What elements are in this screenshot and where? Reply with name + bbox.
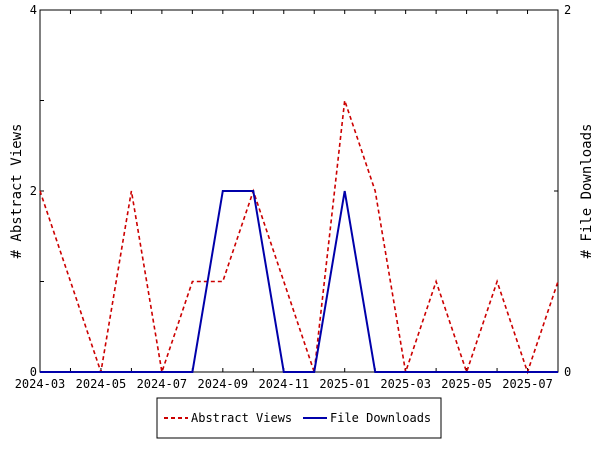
y-tick-label: 0	[30, 365, 37, 379]
y-axis-label: # Abstract Views	[9, 124, 25, 259]
x-tick-label: 2025-05	[441, 377, 492, 391]
legend-label-abstract-views: Abstract Views	[191, 411, 292, 425]
plot-frame	[39, 9, 559, 373]
x-axis: 2024-03 2024-05 2024-07 2024-09 2024-11 2025-…	[15, 10, 559, 391]
y-tick-label: 2	[30, 184, 37, 198]
y2-axis-label: # File Downloads	[579, 124, 595, 259]
series-line-abstract-views	[39, 100, 559, 375]
x-tick-label: 2024-05	[76, 377, 127, 391]
y2-tick-label: 2	[564, 3, 571, 17]
x-tick-label: 2024-11	[258, 377, 309, 391]
y-tick-label: 4	[30, 3, 37, 17]
y-axis-left: 0 2 4	[30, 3, 44, 379]
x-tick-label: 2024-09	[198, 377, 249, 391]
x-tick-label: 2025-01	[319, 377, 370, 391]
x-tick-label: 2024-03	[15, 377, 66, 391]
x-tick-label: 2025-07	[502, 377, 553, 391]
legend: Abstract Views File Downloads	[156, 397, 442, 439]
legend-box	[156, 397, 442, 439]
y2-tick-label: 0	[564, 365, 571, 379]
legend-label-file-downloads: File Downloads	[330, 411, 431, 425]
series-line-file-downloads	[40, 190, 558, 373]
x-tick-label: 2025-03	[380, 377, 431, 391]
x-tick-label: 2024-07	[137, 377, 188, 391]
y-axis-right: 02	[554, 3, 571, 379]
series-lines	[39, 100, 559, 375]
